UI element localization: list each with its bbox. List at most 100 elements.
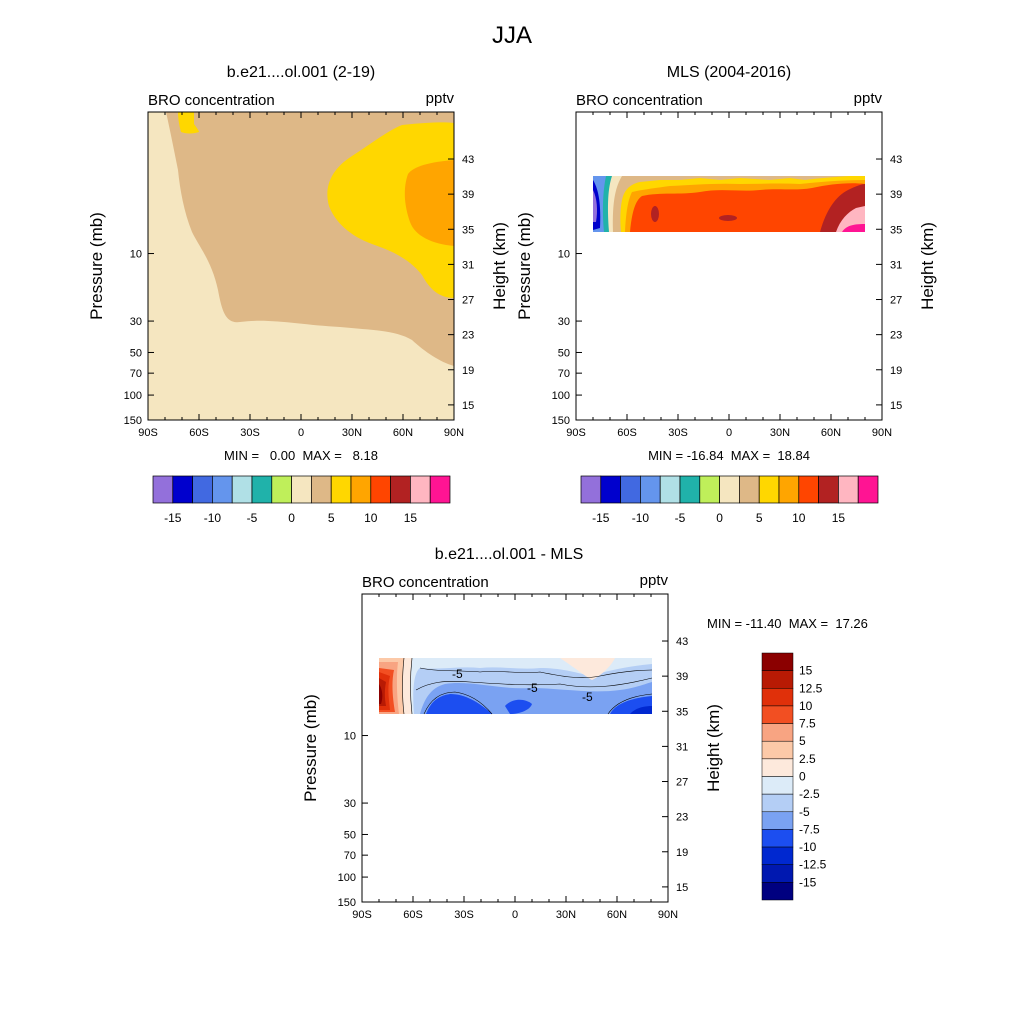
colorbar-label: 2.5 bbox=[799, 752, 816, 766]
y-tick-label: 30 bbox=[130, 316, 142, 328]
colorbar-swatch bbox=[857, 475, 879, 504]
colorbar-swatch bbox=[778, 475, 800, 504]
colorbar-label: 5 bbox=[756, 511, 763, 525]
y-tick-label: 10 bbox=[344, 731, 356, 743]
diff-contour-1 bbox=[419, 667, 653, 678]
panel-obs-y2label: Height (km) bbox=[918, 222, 937, 310]
colorbar-label: -15 bbox=[592, 511, 610, 525]
panel-diff-field: -5 -5 -5 bbox=[379, 657, 653, 715]
colorbar-swatch bbox=[761, 740, 794, 760]
diff-contour-5 bbox=[410, 657, 413, 715]
colorbar-swatch bbox=[739, 475, 760, 504]
obs-band-spot-2 bbox=[651, 206, 659, 222]
colorbar-label: -7.5 bbox=[799, 822, 820, 836]
x-tick-label: 60S bbox=[403, 909, 423, 921]
diff-contour-4 bbox=[607, 693, 653, 715]
y2-tick-label: 23 bbox=[890, 330, 902, 342]
colorbar-swatch bbox=[758, 475, 780, 504]
x-tick-label: 30N bbox=[556, 909, 576, 921]
y2-tick-label: 19 bbox=[890, 365, 902, 377]
colorbar-swatch bbox=[659, 475, 681, 504]
colorbar-swatch bbox=[212, 475, 233, 504]
x-tick-label: 90N bbox=[872, 427, 892, 439]
panel-obs-axes: 90S 60S 30S 0 30N 60N 90N 10 30 50 70 100 150 43 39 35 3… bbox=[552, 112, 902, 439]
colorbar-swatch bbox=[761, 793, 794, 813]
colorbar-swatch bbox=[761, 776, 794, 795]
panel-model-left-label: BRO concentration bbox=[148, 92, 275, 109]
y2-tick-label: 39 bbox=[890, 189, 902, 201]
panel-model-axes: 90S 60S 30S 0 30N 60N 90N 10 30 50 70 100 150 43 39 35 3… bbox=[124, 112, 474, 439]
y-tick-label: 50 bbox=[130, 347, 142, 359]
y2-tick-label: 15 bbox=[462, 400, 474, 412]
panel-diff-stats: MIN = -11.40 MAX = 17.26 bbox=[707, 616, 868, 631]
diff-band-neg-5 bbox=[630, 706, 652, 714]
panel-model-ylabel: Pressure (mb) bbox=[87, 212, 106, 320]
panel-model-y2label: Height (km) bbox=[490, 222, 509, 310]
y2-tick-label: 43 bbox=[462, 154, 474, 166]
colorbar-swatch bbox=[390, 475, 411, 504]
colorbar-label: 0 bbox=[288, 511, 295, 525]
colorbar-swatch bbox=[330, 475, 352, 504]
y2-tick-label: 35 bbox=[890, 224, 902, 236]
y-tick-label: 150 bbox=[552, 415, 570, 427]
diff-band-neg-2 bbox=[426, 694, 492, 714]
colorbar-swatch bbox=[291, 475, 312, 504]
y-tick-label: 50 bbox=[344, 829, 356, 841]
colorbar-swatch bbox=[761, 811, 794, 830]
panel-obs-colorbar: -15 -10 -5 0 5 10 15 bbox=[580, 475, 879, 525]
panel-model-title: b.e21....ol.001 (2-19) bbox=[227, 64, 376, 81]
panel-obs-bg bbox=[576, 112, 882, 420]
colorbar-label: 10 bbox=[792, 511, 806, 525]
x-tick-label: 90N bbox=[658, 909, 678, 921]
colorbar-label: -10 bbox=[799, 840, 817, 854]
colorbar-swatch bbox=[620, 475, 641, 504]
colorbar-label: -15 bbox=[164, 511, 182, 525]
colorbar-swatch bbox=[172, 475, 193, 504]
colorbar-label: 15 bbox=[404, 511, 418, 525]
colorbar-swatch bbox=[761, 758, 794, 777]
y-tick-label: 150 bbox=[124, 415, 142, 427]
y-tick-label: 150 bbox=[338, 897, 356, 909]
colorbar-swatch bbox=[311, 475, 332, 504]
y2-tick-label: 35 bbox=[676, 706, 688, 718]
colorbar-swatch bbox=[350, 475, 372, 504]
colorbar-label: -2.5 bbox=[799, 787, 820, 801]
colorbar-swatch bbox=[271, 475, 292, 504]
panel-diff-left-label: BRO concentration bbox=[362, 574, 489, 591]
diff-contour-label-1: -5 bbox=[452, 667, 463, 681]
x-tick-label: 60S bbox=[189, 427, 209, 439]
colorbar-swatch bbox=[152, 475, 174, 504]
y2-tick-label: 15 bbox=[676, 882, 688, 894]
obs-band-magenta bbox=[842, 224, 865, 232]
y2-tick-label: 31 bbox=[676, 741, 688, 753]
x-tick-label: 0 bbox=[298, 427, 304, 439]
colorbar-label: 15 bbox=[799, 664, 813, 678]
colorbar-swatch bbox=[600, 475, 621, 504]
colorbar-label: 7.5 bbox=[799, 717, 816, 731]
panel-diff-colorbar: 15 12.5 10 7.5 5 2.5 0 -2.5 -5 -7.5 -10 -12.5 -15 bbox=[761, 652, 827, 901]
diff-band-neg-3 bbox=[505, 699, 532, 714]
x-tick-label: 60S bbox=[617, 427, 637, 439]
colorbar-swatch bbox=[761, 882, 794, 901]
colorbar-swatch bbox=[251, 475, 273, 504]
x-tick-label: 60N bbox=[607, 909, 627, 921]
y-tick-label: 100 bbox=[124, 390, 142, 402]
x-tick-label: 30N bbox=[342, 427, 362, 439]
colorbar-label: -10 bbox=[632, 511, 650, 525]
colorbar-swatch bbox=[370, 475, 391, 504]
colorbar-swatch bbox=[192, 475, 213, 504]
colorbar-label: -5 bbox=[247, 511, 258, 525]
y2-tick-label: 35 bbox=[462, 224, 474, 236]
diff-band-pos-7 bbox=[379, 684, 383, 704]
colorbar-label: 12.5 bbox=[799, 681, 823, 695]
diff-contour-label-2: -5 bbox=[527, 681, 538, 695]
y2-tick-label: 27 bbox=[676, 777, 688, 789]
panel-diff-bg bbox=[362, 594, 668, 902]
colorbar-swatch bbox=[818, 475, 839, 504]
colorbar-swatch bbox=[761, 829, 794, 848]
x-tick-label: 0 bbox=[726, 427, 732, 439]
y2-tick-label: 27 bbox=[890, 295, 902, 307]
obs-band-orange bbox=[593, 176, 865, 232]
colorbar-swatch bbox=[679, 475, 701, 504]
